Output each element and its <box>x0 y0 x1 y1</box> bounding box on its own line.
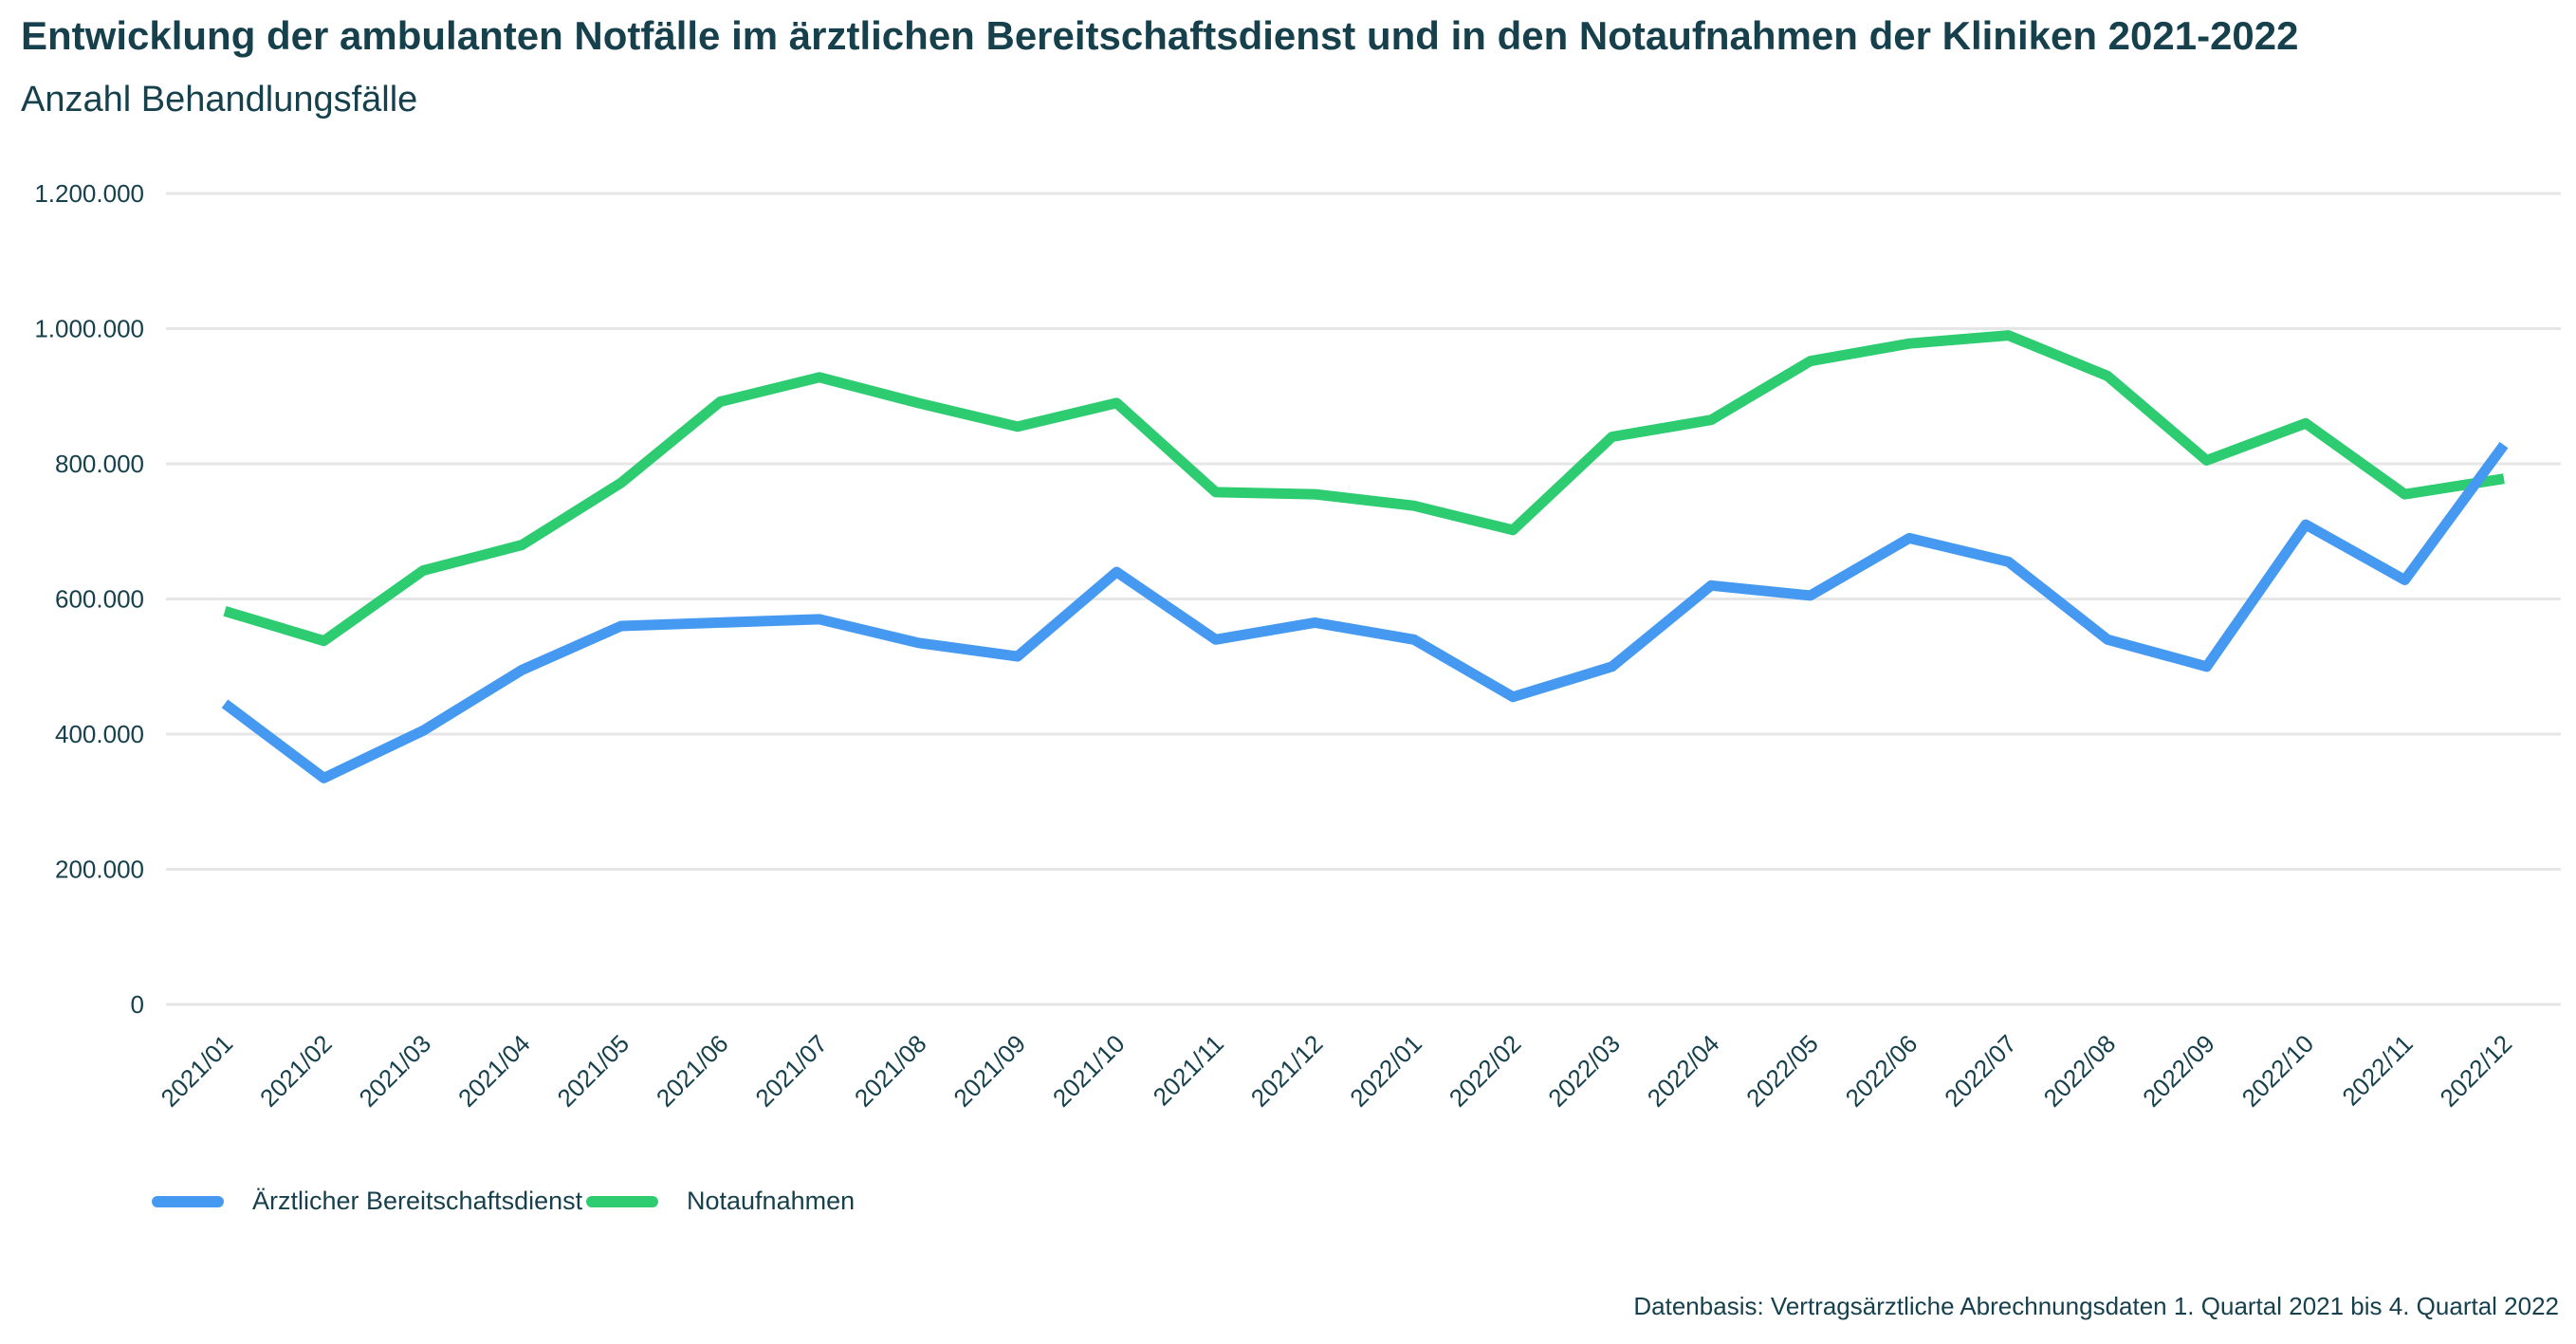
y-tick-label: 600.000 <box>55 585 144 614</box>
legend-swatch-bereitschaftsdienst <box>152 1195 224 1207</box>
x-tick-label: 2021/09 <box>948 1029 1031 1113</box>
x-tick-label: 2021/02 <box>254 1029 338 1113</box>
x-tick-label: 2021/04 <box>452 1029 536 1113</box>
legend-item-bereitschaftsdienst: Ärztlicher Bereitschaftsdienst <box>152 1187 582 1216</box>
x-tick-label: 2021/06 <box>651 1029 734 1113</box>
chart-title: Entwicklung der ambulanten Notfälle im ä… <box>21 13 2299 58</box>
y-tick-label: 800.000 <box>55 450 144 478</box>
x-tick-label: 2021/11 <box>1148 1029 1229 1111</box>
series-lines <box>221 330 2509 783</box>
chart-subtitle: Anzahl Behandlungsfälle <box>21 80 418 120</box>
x-tick-label: 2022/03 <box>1542 1029 1626 1113</box>
x-tick-label: 2022/01 <box>1344 1029 1427 1113</box>
x-tick-label: 2021/08 <box>849 1029 932 1113</box>
x-tick-label: 2021/03 <box>354 1029 437 1113</box>
x-tick-label: 2022/07 <box>1939 1029 2022 1113</box>
y-tick-label: 400.000 <box>55 720 144 748</box>
x-tick-label: 2022/11 <box>2336 1029 2418 1111</box>
x-tick-label: 2021/10 <box>1047 1029 1131 1113</box>
x-tick-label: 2021/12 <box>1245 1029 1329 1113</box>
y-axis-ticks: 0 200.000 400.000 600.000 800.000 1.000.000 1.… <box>34 179 144 1019</box>
series-line-notaufnahmen <box>223 330 2505 647</box>
x-tick-label: 2022/02 <box>1444 1029 1527 1113</box>
x-axis-ticks: 2021/01 2021/02 2021/03 2021/04 2021/05 2021/… <box>156 1029 2518 1113</box>
legend-swatch-notaufnahmen <box>586 1195 658 1207</box>
data-source-note: Datenbasis: Vertragsärztliche Abrechnung… <box>1633 1292 2559 1320</box>
x-tick-label: 2021/01 <box>156 1029 239 1113</box>
x-tick-label: 2022/05 <box>1740 1029 1824 1113</box>
x-tick-label: 2022/04 <box>1642 1029 1725 1113</box>
x-tick-label: 2021/05 <box>551 1029 635 1113</box>
line-chart: 0 200.000 400.000 600.000 800.000 1.000.000 1.… <box>34 179 2561 1113</box>
gridlines <box>166 192 2561 1006</box>
series-line-bereitschaftsdienst <box>221 441 2509 783</box>
y-tick-label: 0 <box>131 990 144 1019</box>
x-tick-label: 2022/06 <box>1840 1029 1923 1113</box>
x-tick-label: 2021/07 <box>749 1029 833 1113</box>
legend-label-bereitschaftsdienst: Ärztlicher Bereitschaftsdienst <box>252 1187 583 1215</box>
legend-label-notaufnahmen: Notaufnahmen <box>687 1187 856 1215</box>
x-tick-label: 2022/09 <box>2137 1029 2220 1113</box>
x-tick-label: 2022/08 <box>2038 1029 2122 1113</box>
x-tick-label: 2022/10 <box>2236 1029 2320 1113</box>
x-tick-label: 2022/12 <box>2435 1029 2518 1113</box>
y-tick-label: 1.200.000 <box>34 179 144 208</box>
y-tick-label: 200.000 <box>55 856 144 884</box>
y-tick-label: 1.000.000 <box>34 315 144 343</box>
legend-item-notaufnahmen: Notaufnahmen <box>586 1187 855 1216</box>
